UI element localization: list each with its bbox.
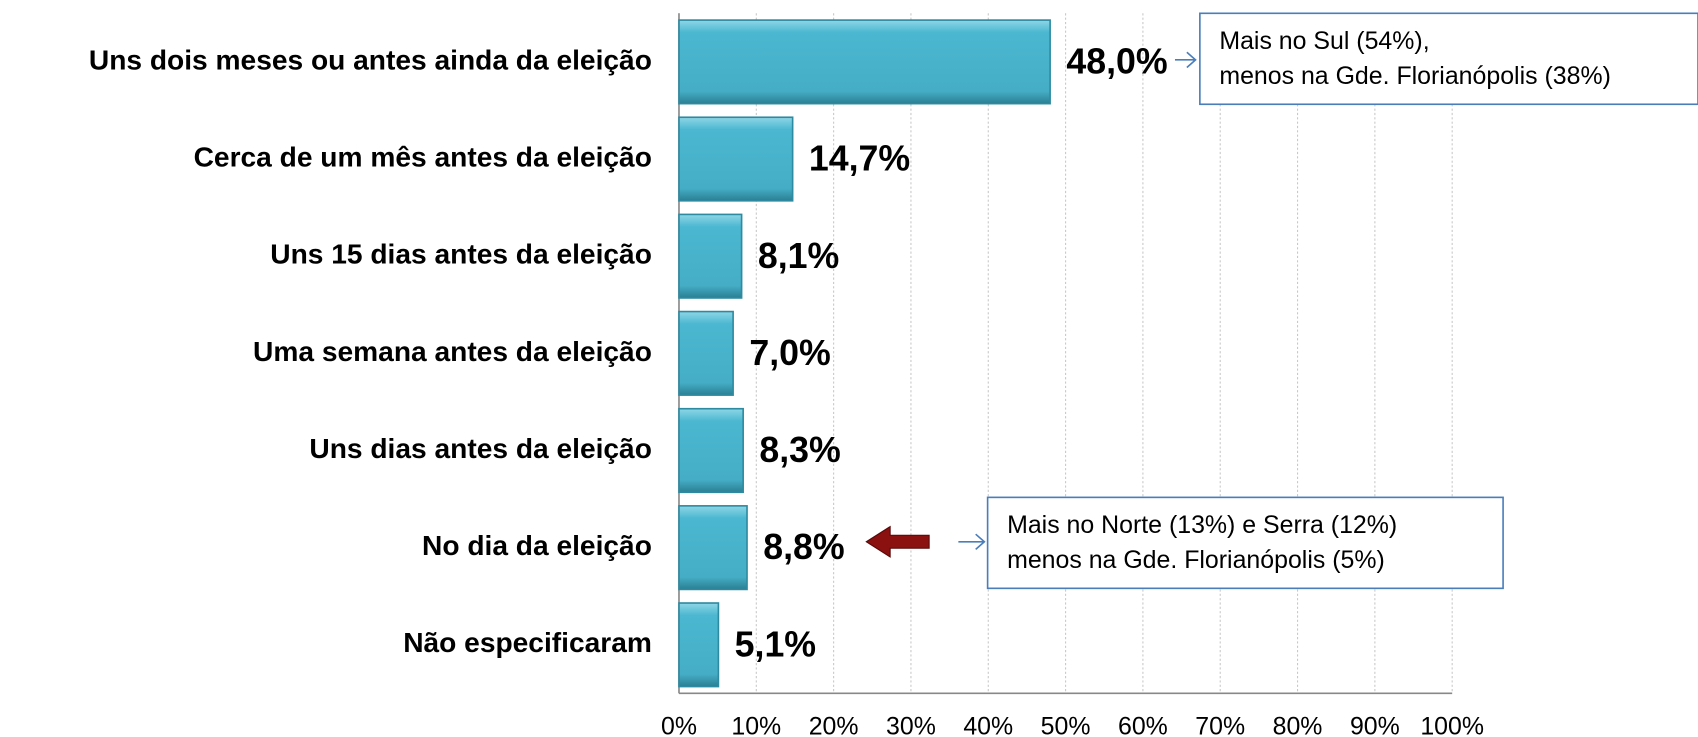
annotation-text: Mais no Sul (54%), <box>1219 27 1429 55</box>
y-tick-label: No dia da eleição <box>422 530 652 561</box>
x-tick-label: 100% <box>1420 713 1484 737</box>
value-label: 5,1% <box>735 624 816 664</box>
x-tick-label: 40% <box>963 713 1013 737</box>
highlight-arrow <box>865 525 930 558</box>
y-tick-label: Uns dias antes da eleição <box>309 433 652 464</box>
value-label: 8,1% <box>758 236 839 276</box>
value-label: 48,0% <box>1066 41 1167 81</box>
x-tick-label: 90% <box>1350 713 1400 737</box>
y-tick-label: Uma semana antes da eleição <box>253 336 652 367</box>
annotation-arrow <box>958 533 986 550</box>
x-tick-label: 10% <box>731 713 781 737</box>
x-tick-label: 30% <box>886 713 936 737</box>
x-tick-label: 50% <box>1041 713 1091 737</box>
bar <box>678 19 1051 105</box>
annotation-text: menos na Gde. Florianópolis (5%) <box>1007 546 1385 574</box>
annotation-box <box>986 496 1504 590</box>
bar <box>678 602 720 688</box>
x-tick-label: 20% <box>809 713 859 737</box>
x-tick-label: 60% <box>1118 713 1168 737</box>
y-tick-label: Cerca de um mês antes da eleição <box>194 141 652 172</box>
annotation-text: menos na Gde. Florianópolis (38%) <box>1219 62 1611 90</box>
bar <box>678 505 748 591</box>
bar <box>678 407 744 494</box>
annotation-text: Mais no Norte (13%) e Serra (12%) <box>1007 511 1397 539</box>
bar <box>678 116 794 202</box>
y-tick-label: Uns dois meses ou antes ainda da eleição <box>89 44 652 75</box>
value-label: 8,8% <box>763 527 844 567</box>
x-tick-label: 70% <box>1195 713 1245 737</box>
value-label: 8,3% <box>759 430 840 470</box>
y-tick-label: Uns 15 dias antes da eleição <box>270 239 652 270</box>
x-tick-label: 80% <box>1273 713 1323 737</box>
value-label: 14,7% <box>809 139 910 179</box>
y-tick-label: Não especificaram <box>403 627 652 658</box>
x-tick-label: 0% <box>661 713 697 737</box>
bar <box>678 310 734 396</box>
bar <box>678 213 743 299</box>
annotation-arrow <box>1174 51 1197 69</box>
annotation-box <box>1199 12 1698 106</box>
value-label: 7,0% <box>749 333 830 373</box>
